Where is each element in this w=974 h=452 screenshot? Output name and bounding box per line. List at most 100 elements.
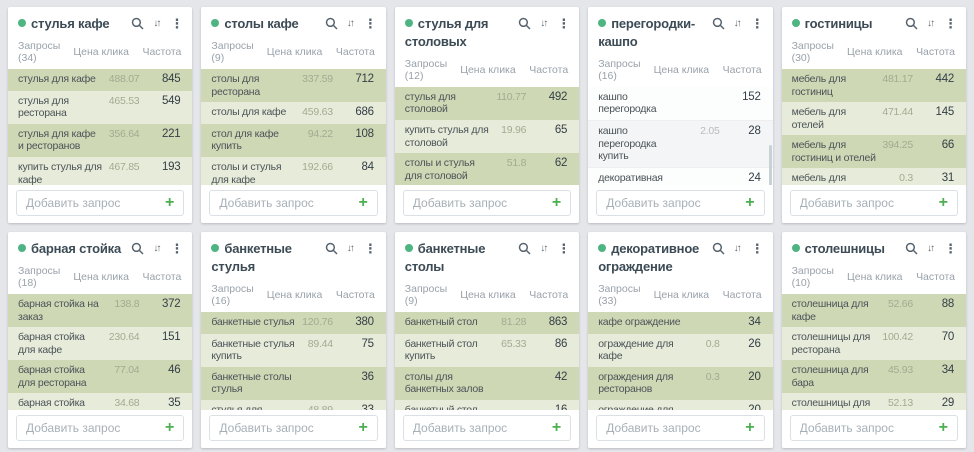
search-icon[interactable] (905, 242, 918, 255)
kebab-menu-icon[interactable]: ⋮ (170, 16, 184, 31)
query-row[interactable]: купить стулья для кафе 467.85 193 (8, 157, 193, 185)
query-frequency: 686 (355, 106, 374, 119)
sort-icon[interactable]: ↓↑ (153, 243, 161, 254)
kebab-menu-icon[interactable]: ⋮ (170, 241, 184, 256)
group-title: столы кафе (224, 16, 299, 31)
query-row[interactable]: стулья для банкетного зала 48.89 33 (201, 399, 386, 410)
add-query-input[interactable] (219, 196, 355, 210)
query-row[interactable]: банкетные стулья купить 89.44 75 (201, 333, 386, 367)
add-query-box: + (209, 190, 378, 216)
query-row[interactable]: столешницы для ресторана и кафе 52.13 29 (781, 393, 966, 410)
query-row[interactable]: барная стойка для ресторана 77.04 46 (8, 360, 193, 394)
kebab-menu-icon[interactable]: ⋮ (943, 16, 957, 31)
query-row[interactable]: столешницы для ресторана 100.42 70 (781, 327, 966, 361)
add-query-button[interactable]: + (548, 420, 561, 436)
query-row[interactable]: столы для ресторана 337.59 712 (201, 68, 386, 103)
sort-icon[interactable]: ↓↑ (540, 243, 548, 254)
keyword-group-card: стулья для столовых ↓↑ ⋮ Запросы (12) Це… (394, 7, 580, 223)
query-row[interactable]: купить стулья для столовой 19.96 65 (394, 120, 580, 154)
add-query-button[interactable]: + (548, 195, 561, 211)
sort-icon[interactable]: ↓↑ (346, 18, 355, 29)
query-row[interactable]: столы для банкетных залов 42 (394, 366, 580, 400)
query-text: столешницы для ресторана и кафе (791, 397, 871, 410)
query-row[interactable]: банкетные столы стулья 36 (201, 366, 386, 400)
query-row[interactable]: банкетный стол 81.28 863 (394, 311, 580, 334)
query-row[interactable]: стол для кафе купить 94.22 108 (201, 123, 386, 158)
query-row[interactable]: стулья для столовой 110.77 492 (394, 86, 580, 120)
sort-icon[interactable]: ↓↑ (733, 243, 742, 254)
search-icon[interactable] (712, 242, 725, 255)
query-text: декоративная перегородка кашпо (598, 171, 663, 185)
query-row[interactable]: кашпо перегородка 152 (588, 86, 773, 121)
query-row[interactable]: банкетный стол ресторан 16 (394, 399, 580, 410)
add-query-button[interactable]: + (161, 420, 174, 436)
add-query-input[interactable] (799, 196, 935, 210)
add-query-input[interactable] (799, 421, 935, 435)
query-text: барная стойка для кафе купить (18, 397, 85, 410)
query-row[interactable]: мебель для гостиниц 481.17 442 (781, 68, 966, 103)
query-row[interactable]: банкетный стол купить 65.33 86 (394, 333, 580, 367)
query-row[interactable]: барная стойка для кафе 230.64 151 (8, 327, 193, 361)
search-icon[interactable] (712, 17, 725, 30)
add-query-input[interactable] (606, 421, 742, 435)
search-icon[interactable] (518, 17, 531, 30)
add-query-input[interactable] (26, 196, 162, 210)
kebab-menu-icon[interactable]: ⋮ (557, 16, 571, 31)
search-icon[interactable] (905, 17, 918, 30)
add-query-input[interactable] (219, 421, 355, 435)
group-color-dot-icon (791, 244, 800, 252)
kebab-menu-icon[interactable]: ⋮ (750, 16, 764, 31)
search-icon[interactable] (131, 17, 144, 30)
query-row[interactable]: кафе ограждение 34 (588, 311, 773, 334)
query-row[interactable]: ограждение для ресторана 20 (588, 399, 773, 410)
query-row[interactable]: кашпо перегородка купить 2.05 28 (588, 121, 773, 168)
query-row[interactable]: столы и стулья для кафе 192.66 84 (201, 157, 386, 185)
add-query-input[interactable] (606, 196, 742, 210)
add-query-button[interactable]: + (741, 195, 754, 211)
query-row[interactable]: ограждения для ресторанов 0.3 20 (588, 366, 773, 400)
search-icon[interactable] (325, 17, 338, 30)
query-row[interactable]: барная стойка для кафе купить 34.68 35 (8, 393, 193, 410)
query-row[interactable]: мебель для гостиниц от производителя 0.3… (781, 168, 966, 185)
query-row[interactable]: барная стойка на заказ 138.8 372 (8, 293, 193, 328)
query-row[interactable]: столешница для бара 45.93 34 (781, 360, 966, 394)
add-query-button[interactable]: + (161, 195, 174, 211)
kebab-menu-icon[interactable]: ⋮ (363, 241, 377, 256)
add-query-input[interactable] (412, 421, 548, 435)
add-query-button[interactable]: + (354, 420, 367, 436)
query-row[interactable]: столы и стулья для столовой 51.8 62 (394, 153, 580, 185)
add-query-button[interactable]: + (741, 420, 754, 436)
sort-icon[interactable]: ↓↑ (926, 243, 935, 254)
kebab-menu-icon[interactable]: ⋮ (750, 241, 764, 256)
query-row[interactable]: стулья для кафе и ресторанов 356.64 221 (8, 123, 193, 158)
add-query-input[interactable] (412, 196, 548, 210)
sort-icon[interactable]: ↓↑ (733, 18, 742, 29)
sort-icon[interactable]: ↓↑ (540, 18, 548, 29)
sort-icon[interactable]: ↓↑ (153, 18, 161, 29)
keyword-group-card: столешницы ↓↑ ⋮ Запросы (10) Цена клика … (781, 232, 966, 448)
add-query-button[interactable]: + (354, 195, 367, 211)
add-query-button[interactable]: + (935, 195, 948, 211)
query-frequency: 46 (168, 364, 181, 377)
query-row[interactable]: мебель для отелей 471.44 145 (781, 102, 966, 136)
search-icon[interactable] (325, 242, 338, 255)
add-query-box: + (16, 415, 185, 441)
query-row[interactable]: стулья для ресторана 465.53 549 (8, 90, 193, 124)
query-row[interactable]: мебель для гостиниц и отелей 394.25 66 (781, 135, 966, 169)
add-query-button[interactable]: + (935, 420, 948, 436)
search-icon[interactable] (518, 242, 531, 255)
query-row[interactable]: стулья для кафе 488.07 845 (8, 68, 193, 91)
kebab-menu-icon[interactable]: ⋮ (557, 241, 571, 256)
kebab-menu-icon[interactable]: ⋮ (363, 16, 377, 31)
query-row[interactable]: столешница для кафе 52.66 88 (781, 293, 966, 328)
kebab-menu-icon[interactable]: ⋮ (943, 241, 957, 256)
add-query-input[interactable] (26, 421, 162, 435)
query-row[interactable]: столы для кафе 459.63 686 (201, 102, 386, 124)
scrollbar-thumb[interactable] (768, 144, 772, 185)
search-icon[interactable] (131, 242, 144, 255)
query-row[interactable]: декоративная перегородка кашпо 24 (588, 167, 773, 185)
sort-icon[interactable]: ↓↑ (926, 18, 935, 29)
query-row[interactable]: банкетные стулья 120.76 380 (201, 311, 386, 334)
sort-icon[interactable]: ↓↑ (346, 243, 355, 254)
query-row[interactable]: ограждение для кафе 0.8 26 (588, 333, 773, 367)
